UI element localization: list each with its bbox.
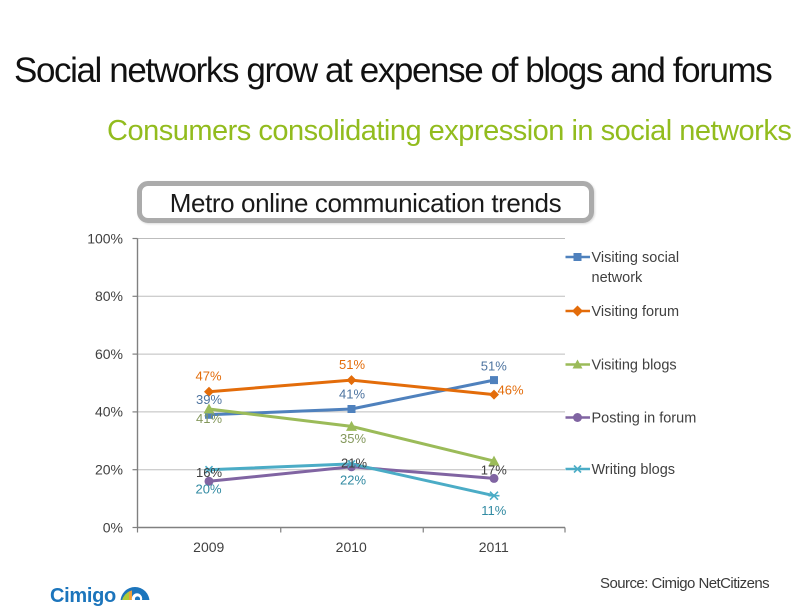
svg-text:Visiting blogs: Visiting blogs bbox=[592, 358, 677, 374]
svg-text:11%: 11% bbox=[481, 503, 506, 518]
svg-text:51%: 51% bbox=[481, 359, 507, 374]
svg-text:20%: 20% bbox=[195, 481, 221, 496]
svg-text:60%: 60% bbox=[95, 346, 123, 362]
svg-text:2010: 2010 bbox=[336, 539, 367, 555]
svg-text:Posting in forum: Posting in forum bbox=[592, 411, 697, 427]
svg-text:network: network bbox=[592, 270, 644, 286]
svg-text:100%: 100% bbox=[87, 230, 123, 246]
svg-text:40%: 40% bbox=[95, 404, 123, 420]
svg-text:17%: 17% bbox=[481, 463, 507, 478]
svg-text:20%: 20% bbox=[95, 462, 123, 478]
svg-text:41%: 41% bbox=[339, 387, 365, 402]
svg-text:47%: 47% bbox=[195, 369, 221, 384]
svg-text:41%: 41% bbox=[196, 411, 222, 426]
svg-text:51%: 51% bbox=[339, 357, 365, 372]
svg-text:80%: 80% bbox=[95, 288, 123, 304]
svg-text:16%: 16% bbox=[196, 465, 222, 480]
svg-text:Writing blogs: Writing blogs bbox=[592, 462, 676, 478]
svg-text:Visiting forum: Visiting forum bbox=[592, 304, 680, 320]
svg-text:21%: 21% bbox=[341, 456, 367, 471]
svg-text:2009: 2009 bbox=[193, 539, 224, 555]
svg-text:35%: 35% bbox=[340, 431, 366, 446]
svg-text:46%: 46% bbox=[498, 383, 524, 398]
svg-text:0%: 0% bbox=[103, 519, 123, 535]
svg-text:22%: 22% bbox=[340, 472, 366, 487]
svg-text:39%: 39% bbox=[196, 392, 222, 407]
svg-text:Visiting social: Visiting social bbox=[592, 250, 680, 266]
svg-text:2011: 2011 bbox=[479, 539, 509, 555]
